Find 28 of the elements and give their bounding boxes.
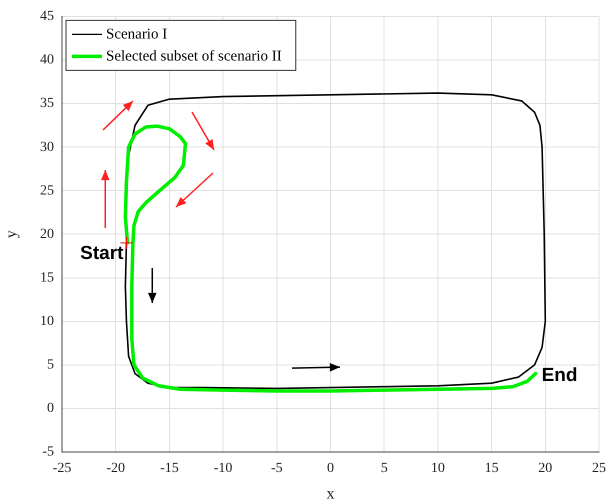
y-tick-label: 45 — [40, 9, 54, 24]
y-tick-label: -5 — [42, 444, 54, 460]
y-axis-title: y — [2, 230, 20, 238]
x-tick-label: 0 — [327, 461, 334, 476]
legend-label: Scenario I — [106, 26, 168, 42]
annotation: End — [542, 364, 578, 386]
legend-label: Selected subset of scenario II — [106, 48, 282, 64]
x-tick-label: 10 — [430, 461, 445, 476]
x-tick-label: 15 — [484, 461, 499, 476]
x-tick-label: -5 — [270, 461, 283, 476]
x-tick-label: -10 — [214, 461, 232, 476]
x-tick-label: -25 — [52, 461, 72, 476]
x-axis-title: x — [326, 486, 334, 503]
x-tick-label: 5 — [380, 461, 388, 476]
y-tick-label: 20 — [40, 226, 54, 242]
annotation: Start — [80, 243, 124, 264]
x-tick-label: 20 — [538, 461, 552, 476]
y-tick-label: 25 — [40, 183, 54, 198]
y-tick-label: 40 — [40, 52, 54, 68]
y-tick-label: 0 — [47, 401, 54, 416]
y-tick-label: 10 — [40, 314, 54, 329]
y-tick-label: 5 — [47, 358, 54, 373]
y-tick-label: 15 — [40, 270, 54, 286]
x-tick-label: 25 — [592, 461, 606, 476]
y-tick-label: 30 — [40, 140, 54, 155]
x-tick-label: -15 — [160, 461, 179, 476]
x-tick-label: -20 — [106, 461, 126, 476]
y-tick-label: 35 — [40, 96, 54, 112]
